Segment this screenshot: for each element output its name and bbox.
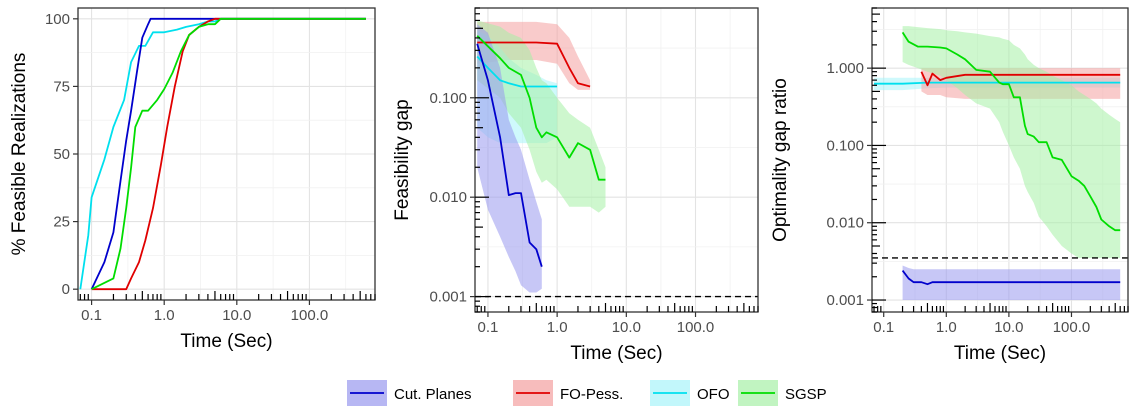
legend-item-sgsp: SGSP xyxy=(738,380,827,406)
chart-panel-1: 0.1 1.0 10.0 100.0 0 25 50 75 100 Time (Sec) % Fea… xyxy=(9,7,376,352)
y-tick-label: 0.001 xyxy=(429,289,467,306)
gridlines xyxy=(78,8,375,300)
y-axis: 0.001 0.010 0.100 xyxy=(429,90,475,306)
x-axis: 0.1 1.0 10.0 100.0 xyxy=(873,312,1090,336)
plot-area xyxy=(872,26,1128,300)
x-tick-label: 1.0 xyxy=(547,319,568,336)
y-tick-label: 1.000 xyxy=(826,60,864,77)
legend-item-cut: Cut. Planes xyxy=(347,380,472,406)
series-line-sgsp xyxy=(91,17,366,291)
legend-item-ofo: OFO xyxy=(650,380,730,406)
series-line-ofo xyxy=(874,81,1121,85)
y-rug-ticks xyxy=(872,7,886,313)
y-rug-ticks xyxy=(475,7,489,313)
series-line-fo xyxy=(477,41,591,88)
y-axis: 0.001 0.010 0.100 1.000 xyxy=(826,60,872,309)
y-axis-title: Feasibility gap xyxy=(392,99,413,220)
series-line-sgsp xyxy=(901,31,1121,232)
legend-label: Cut. Planes xyxy=(394,386,472,403)
x-tick-label: 0.1 xyxy=(478,319,499,336)
series-line-cut xyxy=(476,43,543,267)
series-line-fo xyxy=(920,71,1121,87)
band-sgsp xyxy=(902,26,1121,258)
y-tick-label: 0.100 xyxy=(429,90,467,107)
x-tick-label: 0.1 xyxy=(873,319,894,336)
x-tick-label: 0.1 xyxy=(81,307,102,324)
x-rug-ticks xyxy=(873,303,1129,312)
x-axis-title: Time (Sec) xyxy=(954,343,1046,364)
y-tick-label: 0 xyxy=(62,281,70,298)
x-tick-label: 10.0 xyxy=(994,319,1023,336)
plot-frame xyxy=(474,7,759,313)
x-axis: 0.1 1.0 10.0 100.0 xyxy=(478,312,715,336)
y-tick-label: 0.001 xyxy=(826,292,864,309)
x-tick-label: 10.0 xyxy=(222,307,251,324)
x-tick-label: 100.0 xyxy=(1053,319,1091,336)
series-line-fo xyxy=(91,17,366,291)
series-line-cut xyxy=(901,270,1121,286)
legend-item-fo: FO-Pess. xyxy=(513,380,623,406)
x-tick-label: 100.0 xyxy=(291,307,329,324)
chart-panel-3: 0.1 1.0 10.0 100.0 0.001 0.010 0.100 1.000 Time … xyxy=(770,7,1129,364)
legend: Cut. Planes FO-Pess. OFO SGSP xyxy=(347,380,827,406)
plot-area xyxy=(79,17,366,291)
x-axis-title: Time (Sec) xyxy=(570,343,662,364)
x-tick-label: 1.0 xyxy=(154,307,175,324)
x-tick-label: 1.0 xyxy=(936,319,957,336)
x-rug-ticks xyxy=(476,303,759,312)
y-axis: 0 25 50 75 100 xyxy=(45,11,78,298)
legend-label: OFO xyxy=(697,386,730,403)
y-axis-title: Optimality gap ratio xyxy=(770,78,791,242)
x-tick-label: 10.0 xyxy=(612,319,641,336)
plot-area xyxy=(475,20,758,298)
y-axis-title: % Feasible Realizations xyxy=(9,53,30,256)
y-tick-label: 0.010 xyxy=(826,215,864,232)
x-axis-title: Time (Sec) xyxy=(180,331,272,352)
plot-frame xyxy=(871,7,1129,313)
y-tick-label: 25 xyxy=(53,214,70,231)
y-tick-label: 0.100 xyxy=(826,137,864,154)
y-tick-label: 100 xyxy=(45,11,70,28)
series-line-ofo xyxy=(476,55,558,88)
x-axis: 0.1 1.0 10.0 100.0 xyxy=(81,300,328,324)
legend-label: FO-Pess. xyxy=(560,386,623,403)
series-line-sgsp xyxy=(476,35,606,181)
series-line-cut xyxy=(90,17,366,290)
chart-panel-2: 0.1 1.0 10.0 100.0 0.001 0.010 0.100 Time (Sec)… xyxy=(392,7,759,364)
x-tick-label: 100.0 xyxy=(677,319,715,336)
y-tick-label: 50 xyxy=(53,146,70,163)
band-cut xyxy=(477,24,542,293)
x-rug-ticks xyxy=(79,291,376,300)
y-tick-label: 75 xyxy=(53,78,70,95)
legend-label: SGSP xyxy=(785,386,827,403)
y-tick-label: 0.010 xyxy=(429,189,467,206)
